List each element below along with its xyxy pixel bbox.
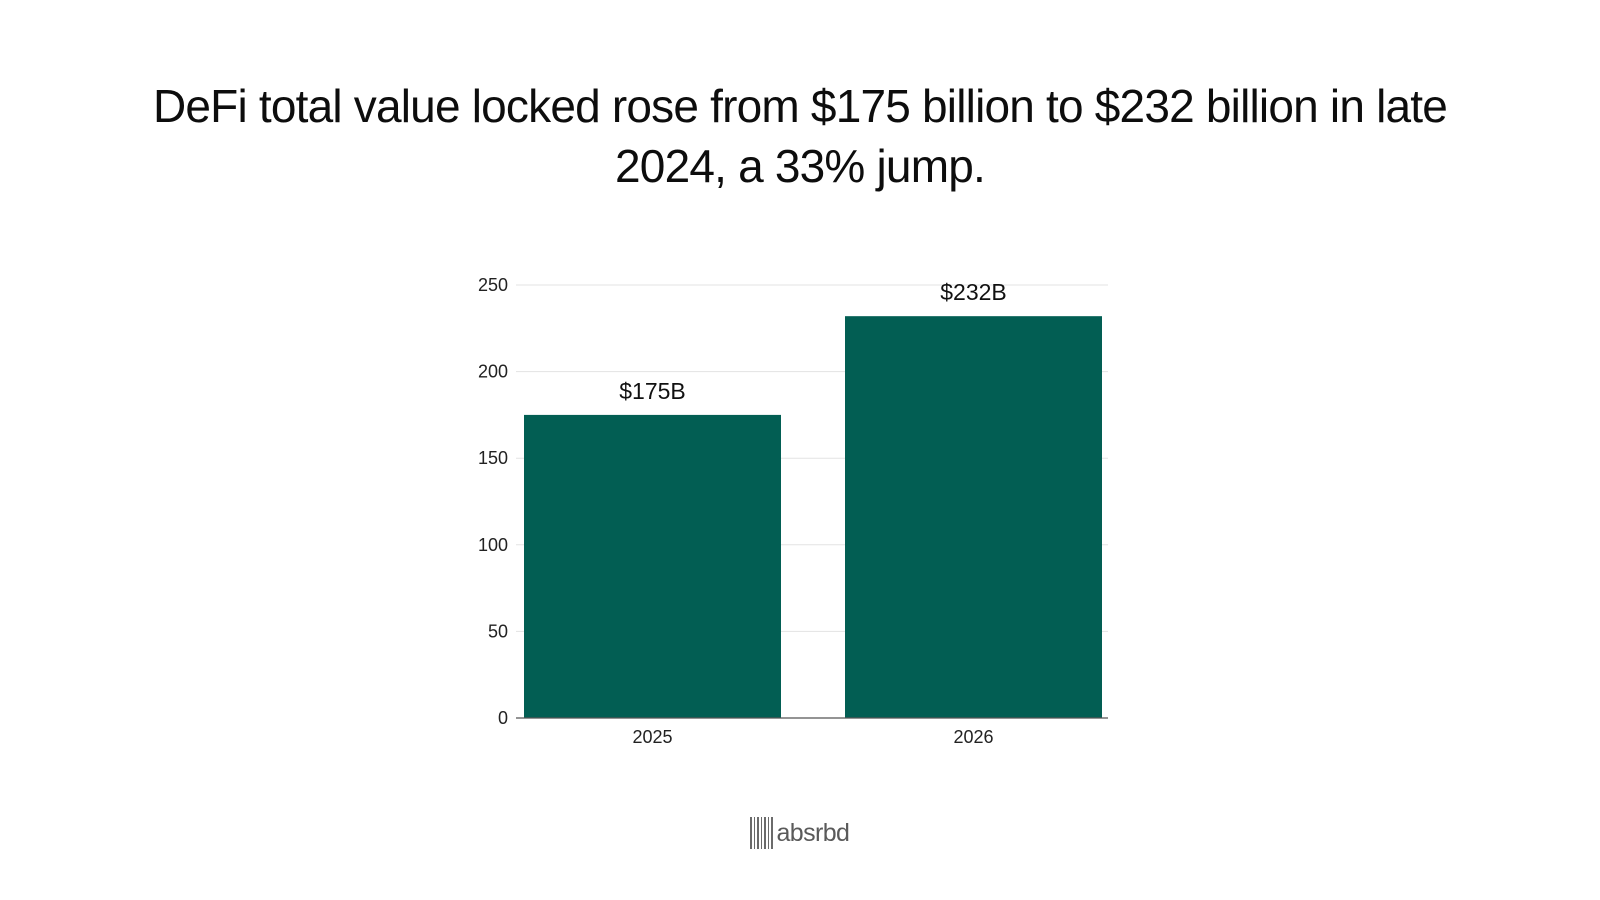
bar bbox=[845, 316, 1102, 718]
y-tick-label: 150 bbox=[478, 448, 508, 468]
brand-logo: absrbd bbox=[750, 817, 850, 849]
y-tick-label: 200 bbox=[478, 362, 508, 382]
data-label: $175B bbox=[619, 378, 686, 404]
y-tick-label: 100 bbox=[478, 535, 508, 555]
bar bbox=[524, 414, 781, 718]
data-labels: $175B $232B bbox=[619, 279, 1007, 404]
y-axis-ticks: 0 50 100 150 200 250 bbox=[478, 275, 508, 728]
y-tick-label: 50 bbox=[488, 621, 508, 641]
y-tick-label: 0 bbox=[498, 708, 508, 728]
x-axis-ticks: 2025 2026 bbox=[632, 727, 993, 747]
x-tick-label: 2025 bbox=[632, 727, 672, 747]
bars bbox=[524, 316, 1102, 718]
brand-name: absrbd bbox=[776, 818, 850, 847]
chart-title: DeFi total value locked rose from $175 b… bbox=[152, 80, 1448, 192]
y-tick-label: 250 bbox=[478, 275, 508, 295]
x-tick-label: 2026 bbox=[953, 727, 993, 747]
data-label: $232B bbox=[940, 279, 1007, 305]
barcode-icon bbox=[750, 817, 773, 849]
